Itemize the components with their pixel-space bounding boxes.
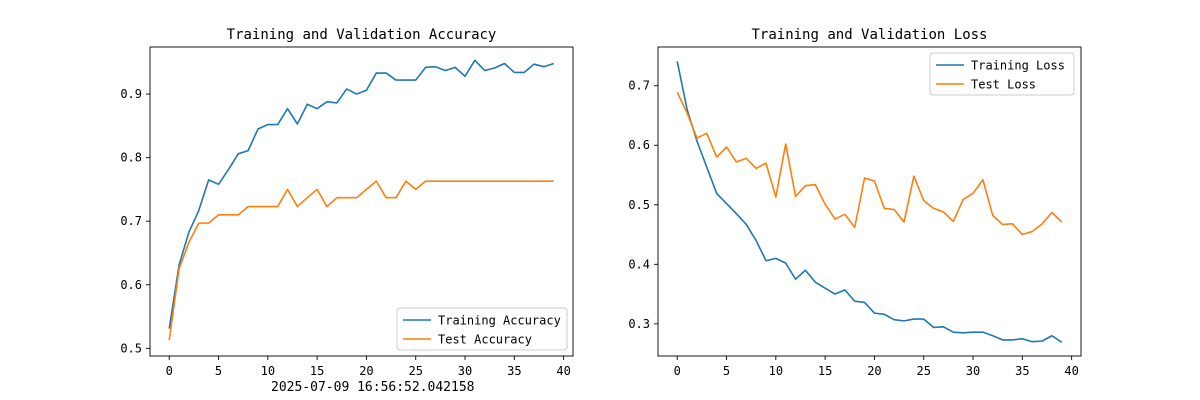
chart-title: Training and Validation Loss [751,27,987,43]
x-tick-label: 20 [867,364,881,378]
y-tick-label: 0.6 [628,138,650,152]
legend-box [929,52,1075,96]
x-tick-label: 0 [674,364,681,378]
axes-frame [149,46,574,357]
series-line-2 [168,180,554,341]
y-tick-label: 0.8 [120,151,142,165]
legend-label: Test Accuracy [438,333,532,347]
x-tick-label: 20 [359,364,373,378]
y-tick-label: 0.5 [628,198,650,212]
legend-box [396,307,568,351]
x-tick-label: 5 [215,364,222,378]
legend-label: Test Loss [971,78,1036,92]
series-line-1 [676,61,1063,343]
x-tick-label: 25 [409,364,423,378]
legend: Training Loss Test Loss [929,52,1075,96]
x-tick-label: 15 [310,364,324,378]
y-tick-label: 0.4 [628,257,650,271]
y-tick-label: 0.7 [628,79,650,93]
y-tick-label: 0.6 [120,278,142,292]
x-tick-label: 30 [458,364,472,378]
y-tick-label: 0.5 [120,341,142,355]
x-tick-label: 35 [1015,364,1029,378]
footer-timestamp: 2025-07-09 16:56:52.042158 [271,380,475,395]
x-tick-label: 30 [966,364,980,378]
x-tick-label: 35 [507,364,521,378]
series-line-2 [676,91,1063,236]
x-tick-label: 15 [818,364,832,378]
x-tick-label: 10 [769,364,783,378]
axes-frame [657,46,1082,357]
x-tick-label: 40 [556,364,570,378]
x-tick-label: 0 [166,364,173,378]
x-tick-label: 10 [261,364,275,378]
legend-label: Training Loss [971,59,1065,73]
y-tick-label: 0.7 [120,214,142,228]
x-tick-label: 5 [723,364,730,378]
chart-1: Training and Validation Accuracy 0 5 10 15 20… [120,27,574,378]
chart-2: Training and Validation Loss 0 5 10 15 20 25 30… [628,27,1082,378]
x-tick-label: 25 [917,364,931,378]
chart-title: Training and Validation Accuracy [227,27,497,43]
series-line-1 [168,59,555,329]
legend-label: Training Accuracy [438,314,561,328]
x-tick-label: 40 [1064,364,1078,378]
y-tick-label: 0.3 [628,317,650,331]
legend: Training Accuracy Test Accuracy [396,307,568,351]
y-tick-label: 0.9 [120,87,142,101]
